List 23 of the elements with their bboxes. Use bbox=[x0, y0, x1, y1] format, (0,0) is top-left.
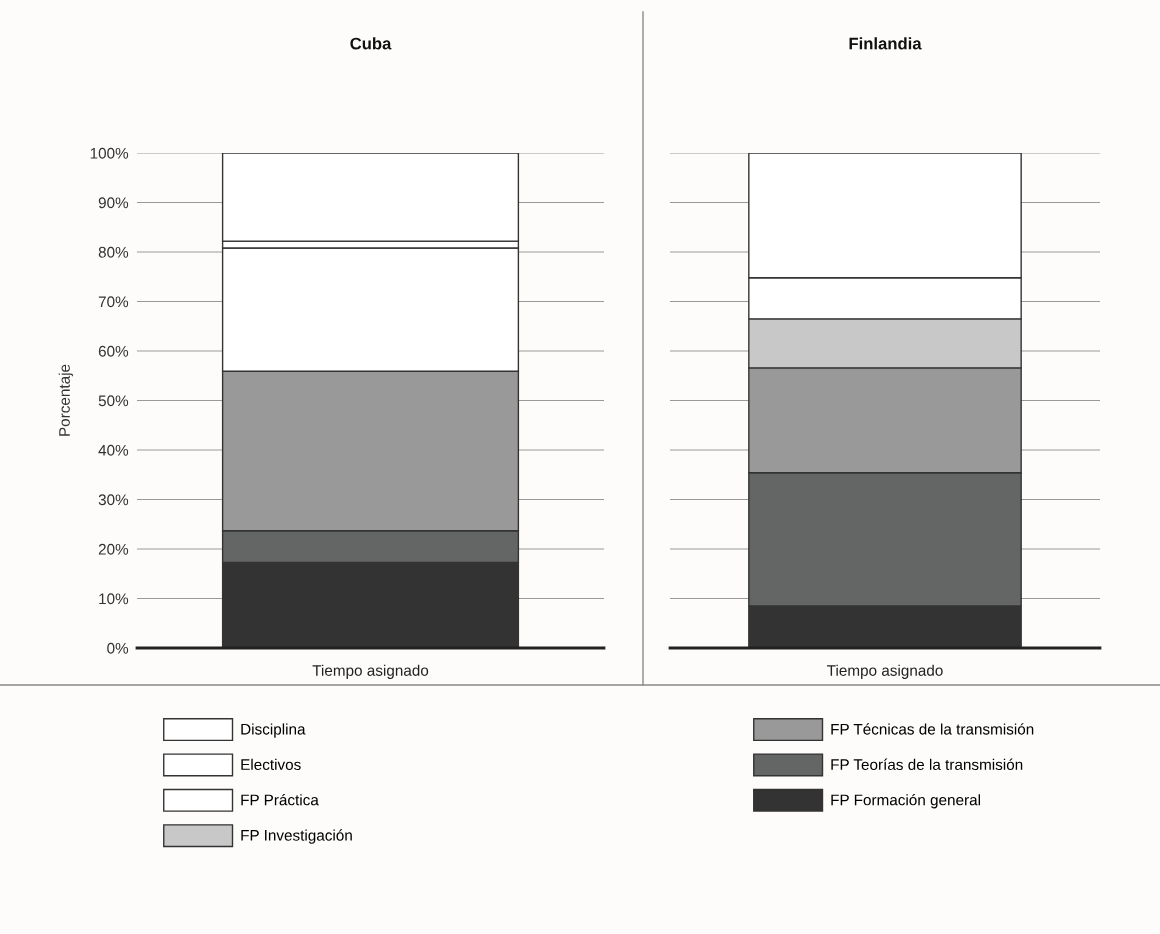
legend-label: Electivos bbox=[241, 758, 301, 770]
y-tick-label: 80% bbox=[98, 246, 129, 258]
x-tick-label: Tiempo asignado bbox=[827, 664, 943, 679]
y-tick-label: 20% bbox=[98, 543, 129, 555]
y-tick-label: 100% bbox=[90, 147, 129, 159]
y-tick-label: 90% bbox=[98, 197, 129, 209]
legend-label: FP Investigación bbox=[241, 829, 352, 844]
legend-label: FP Formación general bbox=[831, 793, 980, 809]
y-axis-title: Porcentaje bbox=[58, 364, 73, 436]
y-tick-label: 50% bbox=[98, 395, 129, 407]
y-tick-label: 30% bbox=[98, 494, 129, 506]
x-tick-label: Tiempo asignado bbox=[312, 664, 429, 679]
chart-title: Finlandia bbox=[849, 37, 922, 50]
legend-label: FP Teorías de la transmisión bbox=[831, 758, 1023, 770]
y-tick-label: 60% bbox=[98, 345, 129, 357]
legend-label: FP Técnicas de la transmisión bbox=[831, 723, 1034, 735]
y-tick-label: 70% bbox=[98, 296, 129, 308]
y-tick-label: 10% bbox=[99, 593, 129, 605]
y-tick-label: 0% bbox=[107, 642, 129, 654]
legend-label: FP Práctica bbox=[241, 793, 319, 806]
legend-label: Disciplina bbox=[241, 723, 306, 738]
y-tick-label: 40% bbox=[98, 444, 129, 456]
chart-title: Cuba bbox=[350, 37, 392, 50]
